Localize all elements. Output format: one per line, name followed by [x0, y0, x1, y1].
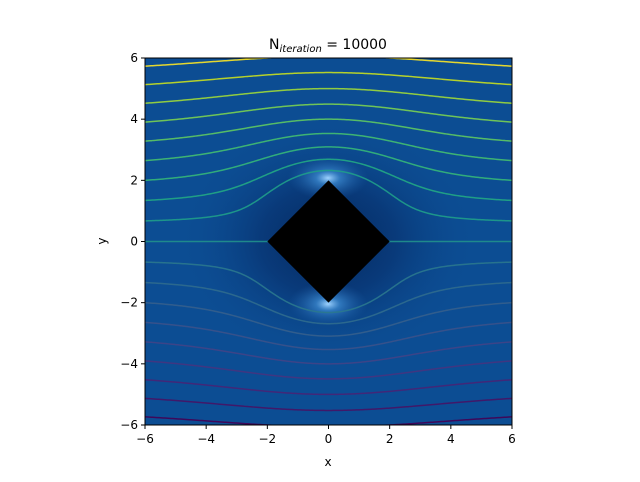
x-tick-label: 0	[325, 432, 333, 446]
streamline	[145, 360, 512, 380]
streamline	[145, 169, 512, 222]
streamline	[145, 301, 512, 337]
glow	[288, 282, 368, 326]
streamline	[145, 58, 512, 67]
streamline	[145, 103, 512, 123]
streamline	[145, 397, 512, 412]
y-tick-label: −4	[120, 357, 138, 371]
y-tick-label: −2	[120, 296, 138, 310]
y-axis-label: y	[95, 237, 109, 244]
streamline	[145, 261, 512, 314]
streamline	[145, 341, 512, 365]
y-tick-label: 2	[130, 173, 138, 187]
x-tick-label: −6	[136, 432, 154, 446]
streamline	[145, 158, 512, 202]
x-tick-label: 6	[508, 432, 516, 446]
x-tick-label: −2	[258, 432, 276, 446]
streamline	[145, 321, 512, 351]
glow	[288, 156, 368, 200]
x-tick-label: 2	[386, 432, 394, 446]
streamline	[145, 281, 512, 325]
streamline	[145, 87, 512, 104]
x-tick-label: 4	[447, 432, 455, 446]
streamline	[145, 416, 512, 425]
y-tick-label: −6	[120, 418, 138, 432]
obstacle	[267, 180, 390, 303]
y-tick-label: 4	[130, 112, 138, 126]
y-tick-label: 6	[130, 51, 138, 65]
streamline	[145, 379, 512, 396]
streamline	[145, 132, 512, 162]
streamline	[145, 146, 512, 182]
plot-area	[145, 58, 512, 425]
chart-title: Niteration = 10000	[269, 37, 387, 55]
x-axis-label: x	[324, 455, 331, 469]
streamline	[145, 71, 512, 86]
y-tick-label: 0	[130, 235, 138, 249]
streamline	[145, 118, 512, 142]
x-tick-label: −4	[197, 432, 215, 446]
